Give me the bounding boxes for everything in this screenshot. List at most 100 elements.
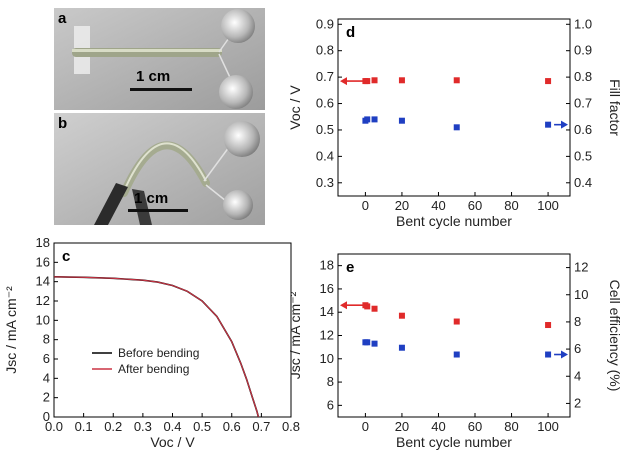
y2-tick-label: 0.5 xyxy=(574,148,592,163)
data-point xyxy=(398,117,405,124)
data-point xyxy=(453,77,460,84)
y-axis-label: Voc / V xyxy=(287,85,303,130)
data-point xyxy=(453,318,460,325)
axis-arrow-head xyxy=(340,77,347,86)
x-tick-label: 0.6 xyxy=(223,419,241,434)
y2-tick-label: 0.6 xyxy=(574,122,592,137)
y-tick-label: 14 xyxy=(320,304,334,319)
data-point xyxy=(371,305,378,312)
x-tick-label: 100 xyxy=(537,419,559,434)
x-tick-label: 0 xyxy=(362,419,369,434)
data-point xyxy=(545,121,552,128)
y-tick-label: 0.6 xyxy=(316,96,334,111)
x-tick-label: 20 xyxy=(395,419,409,434)
data-point xyxy=(453,351,460,358)
x-tick-label: 0.4 xyxy=(163,419,181,434)
y2-tick-label: 8 xyxy=(574,314,581,329)
y-tick-label: 0.9 xyxy=(316,16,334,31)
y2-tick-label: 4 xyxy=(574,368,581,383)
y-tick-label: 6 xyxy=(43,351,50,366)
panel-letter-d: d xyxy=(346,24,355,41)
data-point xyxy=(398,77,405,84)
y-tick-label: 10 xyxy=(320,351,334,366)
y2-tick-label: 6 xyxy=(574,341,581,356)
chart-panel-e: e 0 20 40 60 80 100 6 8 10 12 14 16 18 2 4 6 8 10 12 Bent cy… xyxy=(287,253,623,450)
y-tick-label: 8 xyxy=(327,374,334,389)
photo-panel-a: a 1 cm xyxy=(54,8,265,110)
x-tick-label: 40 xyxy=(431,198,445,213)
data-point xyxy=(545,351,552,358)
legend-label-1: After bending xyxy=(118,362,189,376)
y2-tick-label: 0.8 xyxy=(574,69,592,84)
y2-tick-label: 12 xyxy=(574,260,588,275)
chart-panel-c: c 0.0 0.1 0.2 0.3 0.4 0.5 0.6 0.7 0.8 0 2 4 6 8 10 12 14 1… xyxy=(3,235,300,450)
y2-tick-label: 0.7 xyxy=(574,96,592,111)
y-tick-label: 0 xyxy=(43,409,50,424)
scale-bar-label-a: 1 cm xyxy=(136,68,171,85)
photo-b-illustration xyxy=(54,113,265,225)
data-point xyxy=(371,340,378,347)
axis-arrow-head xyxy=(561,120,568,129)
x-tick-label: 0.2 xyxy=(104,419,122,434)
y-tick-label: 16 xyxy=(320,281,334,296)
y2-tick-label: 0.9 xyxy=(574,43,592,58)
data-point xyxy=(545,322,552,329)
x-tick-label: 0.0 xyxy=(45,419,63,434)
y-tick-label: 8 xyxy=(43,332,50,347)
y2-tick-label: 2 xyxy=(574,395,581,410)
x-tick-label: 0.5 xyxy=(193,419,211,434)
scale-bar-label-b: 1 cm xyxy=(134,190,169,207)
plot-frame xyxy=(53,242,292,418)
plot-frame xyxy=(337,253,571,418)
x-tick-label: 80 xyxy=(504,419,518,434)
x-tick-label: 20 xyxy=(395,198,409,213)
y-tick-label: 0.3 xyxy=(316,175,334,190)
x-tick-label: 0.1 xyxy=(75,419,93,434)
y-tick-label: 6 xyxy=(327,397,334,412)
legend-label-0: Before bending xyxy=(118,346,199,360)
axis-arrow-head xyxy=(561,350,568,359)
y-tick-label: 0.8 xyxy=(316,43,334,58)
data-point xyxy=(364,339,371,346)
y2-tick-label: 10 xyxy=(574,287,588,302)
y-tick-label: 14 xyxy=(36,274,50,289)
panel-letter-e: e xyxy=(346,259,354,276)
x-tick-label: 100 xyxy=(537,198,559,213)
x-tick-label: 0.8 xyxy=(282,419,300,434)
photo-panel-b: b 1 cm xyxy=(54,113,265,225)
y-tick-label: 2 xyxy=(43,390,50,405)
y-axis-label: Jsc / mA cm⁻² xyxy=(3,286,19,374)
y-tick-label: 0.4 xyxy=(316,148,334,163)
data-point xyxy=(371,77,378,84)
panel-letter-b: b xyxy=(58,115,68,132)
x-tick-label: 0.3 xyxy=(134,419,152,434)
y2-axis-label: Fill factor xyxy=(607,79,623,136)
y-tick-label: 0.7 xyxy=(316,69,334,84)
x-tick-label: 60 xyxy=(468,419,482,434)
data-point xyxy=(545,78,552,85)
x-axis-label: Bent cycle number xyxy=(396,213,512,229)
x-tick-label: 0 xyxy=(362,198,369,213)
series-line-1 xyxy=(53,276,259,418)
data-point xyxy=(453,124,460,131)
axis-arrow-head xyxy=(340,301,347,310)
x-tick-label: 40 xyxy=(431,419,445,434)
y-tick-label: 0.5 xyxy=(316,122,334,137)
data-point xyxy=(364,78,371,85)
y-tick-label: 12 xyxy=(320,328,334,343)
x-tick-label: 0.7 xyxy=(252,419,270,434)
y-tick-label: 18 xyxy=(320,258,334,273)
panel-letter-a: a xyxy=(58,10,67,27)
x-axis-label: Bent cycle number xyxy=(396,434,512,450)
x-tick-label: 80 xyxy=(504,198,518,213)
y-tick-label: 18 xyxy=(36,235,50,250)
data-point xyxy=(364,303,371,310)
data-point xyxy=(398,312,405,319)
y-tick-label: 12 xyxy=(36,293,50,308)
y2-tick-label: 0.4 xyxy=(574,175,592,190)
y-axis-label: Jsc / mA cm⁻² xyxy=(287,291,303,379)
panel-letter-c: c xyxy=(62,248,70,265)
x-tick-label: 60 xyxy=(468,198,482,213)
y-tick-label: 4 xyxy=(43,370,50,385)
